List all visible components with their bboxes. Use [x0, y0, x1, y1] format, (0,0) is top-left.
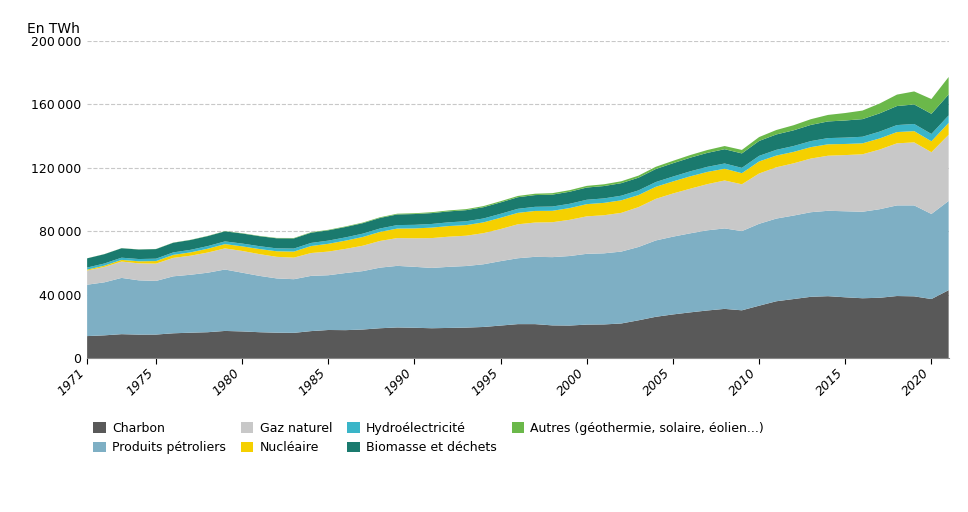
Legend: Charbon, Produits pétroliers, Gaz naturel, Nucléaire, Hydroélectricité, Biomasse: Charbon, Produits pétroliers, Gaz nature…: [93, 422, 765, 454]
Text: En TWh: En TWh: [27, 22, 79, 36]
